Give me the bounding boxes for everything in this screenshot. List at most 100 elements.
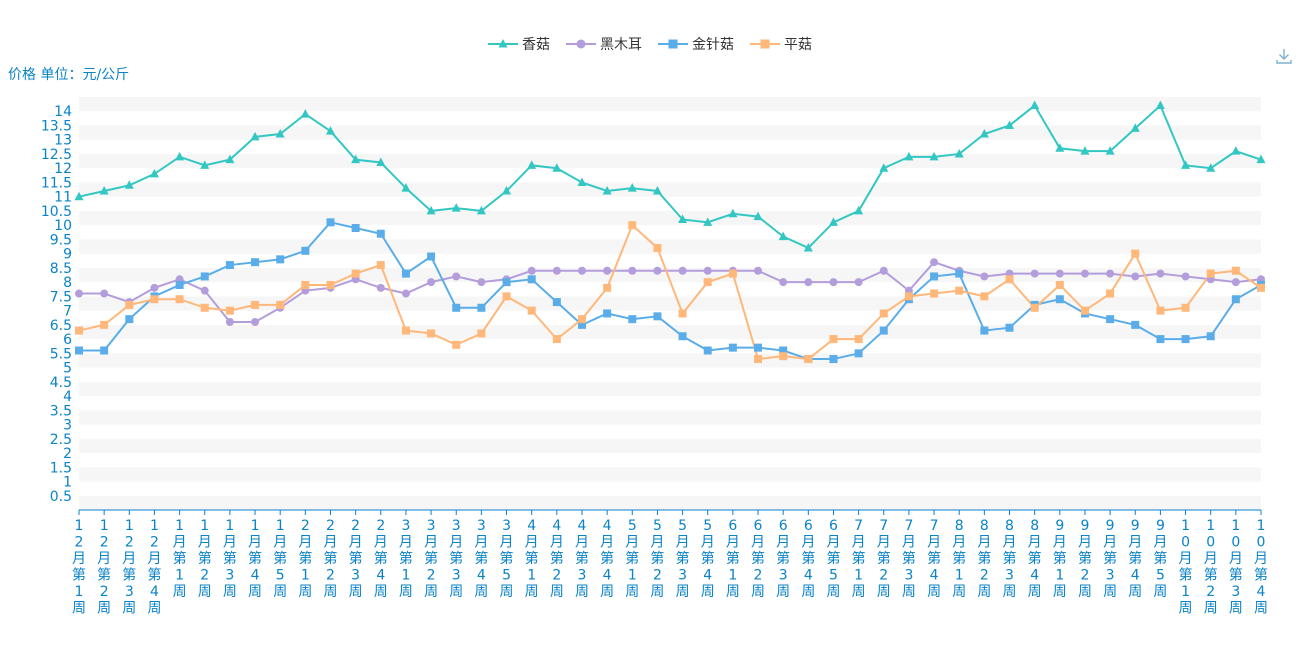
- data-point-3: [904, 292, 913, 301]
- data-point-3: [577, 315, 586, 324]
- grid-band: [79, 353, 1261, 368]
- legend-item-2[interactable]: 金针菇: [658, 34, 734, 54]
- grid-band: [79, 339, 1261, 354]
- data-point-0: [502, 185, 512, 195]
- data-point-1: [251, 318, 260, 327]
- data-point-0: [1030, 100, 1040, 110]
- grid-band: [79, 367, 1261, 382]
- data-point-3: [653, 243, 662, 252]
- x-tick-label: 1 0 月第 2 周: [1204, 518, 1218, 617]
- x-tick-label: 6 月第 1 周: [726, 518, 740, 600]
- data-point-2: [477, 303, 486, 312]
- x-tick-label: 1 月第 3 周: [223, 518, 237, 600]
- x-tick-label: 4 月第 2 周: [550, 518, 564, 600]
- y-tick-label: 6.5: [50, 318, 72, 334]
- data-point-3: [175, 295, 184, 304]
- grid-band: [79, 310, 1261, 325]
- data-point-3: [125, 300, 134, 309]
- y-tick-label: 14: [54, 104, 72, 120]
- data-point-2: [401, 269, 410, 278]
- data-point-3: [1206, 269, 1215, 278]
- data-point-0: [1080, 146, 1090, 155]
- x-tick-label: 1 2 月第 4 周: [147, 518, 161, 617]
- y-tick-label: 12.5: [41, 147, 72, 163]
- data-point-2: [75, 346, 83, 355]
- data-point-3: [75, 326, 83, 335]
- data-point-3: [351, 269, 360, 278]
- data-point-0: [426, 205, 436, 215]
- x-tick-label: 1 月第 5 周: [273, 518, 287, 600]
- data-point-1: [628, 266, 637, 275]
- legend-item-3[interactable]: 平菇: [750, 34, 812, 54]
- grid-band: [79, 495, 1261, 510]
- data-point-3: [854, 335, 863, 344]
- legend-label: 平菇: [784, 37, 812, 53]
- data-point-2: [1156, 335, 1165, 344]
- data-point-2: [854, 349, 863, 358]
- data-point-0: [979, 129, 989, 138]
- data-point-0: [1005, 120, 1015, 129]
- data-point-3: [1080, 306, 1089, 315]
- data-point-1: [829, 278, 838, 287]
- data-point-0: [225, 154, 235, 164]
- data-point-0: [74, 191, 84, 201]
- x-tick-label: 3 月第 2 周: [424, 518, 438, 600]
- legend-item-1[interactable]: 黑木耳: [566, 34, 642, 54]
- data-point-0: [300, 109, 310, 118]
- data-point-2: [502, 278, 511, 287]
- data-point-2: [175, 280, 184, 289]
- data-point-1: [1080, 269, 1089, 278]
- y-tick-label: 4: [63, 389, 72, 405]
- data-point-1: [150, 283, 159, 292]
- data-point-0: [124, 180, 134, 189]
- x-tick-label: 9 月第 1 周: [1053, 518, 1067, 600]
- data-point-1: [1055, 269, 1064, 278]
- data-point-1: [879, 266, 888, 275]
- x-tick-label: 7 月第 2 周: [877, 518, 891, 600]
- data-point-3: [225, 306, 234, 315]
- x-tick-label: 2 月第 2 周: [323, 518, 337, 600]
- x-tick-label: 5 月第 4 周: [701, 518, 715, 600]
- data-point-0: [1130, 123, 1140, 132]
- legend-label: 香菇: [522, 37, 550, 53]
- series-line-3: [78, 223, 1262, 361]
- y-tick-label: 8.5: [50, 261, 72, 277]
- data-point-1: [1106, 269, 1115, 278]
- y-tick-label: 11.5: [41, 175, 72, 191]
- grid-band: [79, 239, 1261, 254]
- grid-band: [79, 153, 1261, 169]
- y-tick-label: 3.5: [50, 403, 72, 419]
- grid-band: [79, 111, 1261, 126]
- x-tick-label: 6 月第 3 周: [776, 518, 790, 600]
- grid-band: [79, 168, 1261, 183]
- data-point-0: [904, 151, 914, 161]
- download-icon[interactable]: [1274, 46, 1294, 66]
- data-point-1: [1156, 269, 1165, 278]
- data-point-2: [225, 261, 234, 270]
- data-point-1: [401, 289, 410, 298]
- data-point-2: [452, 303, 461, 312]
- data-point-1: [980, 272, 989, 281]
- data-point-0: [577, 177, 587, 186]
- x-tick-label: 3 月第 4 周: [474, 518, 488, 600]
- grid-band: [79, 225, 1261, 240]
- data-point-1: [1030, 269, 1039, 278]
- data-point-1: [452, 272, 461, 281]
- legend: 香菇 黑木耳 金针菇 平菇: [0, 34, 1300, 55]
- data-point-1: [376, 283, 385, 292]
- data-point-2: [1005, 323, 1014, 332]
- data-point-2: [577, 320, 586, 329]
- data-point-2: [653, 312, 662, 321]
- x-tick-label: 8 月第 1 周: [952, 518, 966, 600]
- data-point-3: [1131, 249, 1140, 258]
- legend-item-0[interactable]: 香菇: [488, 34, 550, 54]
- data-point-0: [200, 160, 210, 169]
- data-point-1: [603, 266, 612, 275]
- x-tick-label: 4 月第 1 周: [525, 518, 539, 600]
- data-point-2: [552, 298, 561, 307]
- data-point-3: [754, 355, 763, 364]
- data-point-2: [527, 275, 536, 284]
- data-point-3: [1156, 306, 1165, 315]
- grid-band: [79, 467, 1261, 482]
